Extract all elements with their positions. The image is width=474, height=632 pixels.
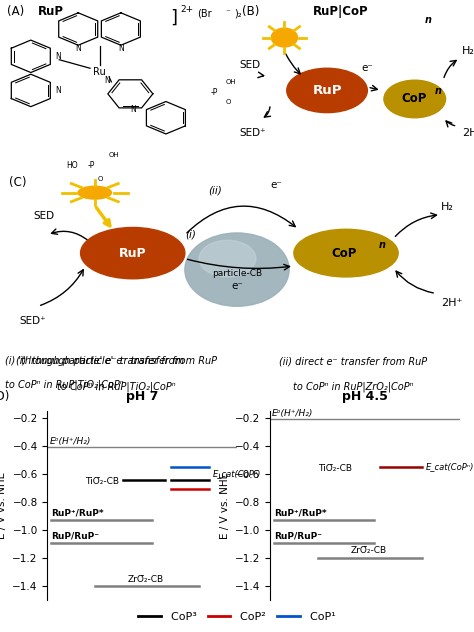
Text: O: O — [97, 176, 102, 182]
Text: Eᵒ(H⁺/H₂): Eᵒ(H⁺/H₂) — [49, 437, 91, 446]
Text: Eᵒ(H⁺/H₂): Eᵒ(H⁺/H₂) — [272, 409, 313, 418]
Text: (ii) direct e⁻ transfer from RuP: (ii) direct e⁻ transfer from RuP — [279, 356, 427, 367]
Ellipse shape — [185, 233, 289, 307]
Text: RuP/RuP⁻: RuP/RuP⁻ — [51, 531, 99, 540]
Text: ZrO̅₂-CB: ZrO̅₂-CB — [351, 547, 387, 556]
Text: RuP: RuP — [312, 84, 342, 97]
Text: to CoPⁿ in RuP|TiO₂|CoPⁿ: to CoPⁿ in RuP|TiO₂|CoPⁿ — [57, 382, 175, 392]
Text: HO: HO — [66, 161, 78, 170]
Text: -P: -P — [88, 161, 95, 170]
Text: SED⁺: SED⁺ — [239, 128, 266, 138]
Text: Ru: Ru — [93, 66, 106, 76]
Text: H₂: H₂ — [441, 202, 454, 212]
Text: (Br: (Br — [197, 9, 211, 18]
Y-axis label: E / V vs. NHE: E / V vs. NHE — [0, 472, 7, 539]
Text: )₂: )₂ — [235, 9, 242, 18]
Ellipse shape — [384, 80, 446, 118]
Text: ZrO̅₂-CB: ZrO̅₂-CB — [128, 574, 164, 583]
Text: (D): (D) — [0, 390, 9, 403]
Text: O: O — [225, 99, 230, 106]
Text: pH 4.5: pH 4.5 — [342, 390, 388, 403]
Text: N: N — [104, 76, 109, 85]
Text: TiO̅₂-CB: TiO̅₂-CB — [85, 477, 119, 485]
Text: SED: SED — [239, 60, 261, 70]
Text: RuP⁺/RuP*: RuP⁺/RuP* — [274, 509, 327, 518]
Text: N: N — [118, 44, 124, 53]
Text: N: N — [55, 86, 61, 95]
Text: SED: SED — [33, 212, 55, 221]
Text: H₂: H₂ — [462, 46, 474, 56]
Text: SED⁺: SED⁺ — [19, 316, 46, 326]
Text: RuP: RuP — [119, 246, 146, 260]
Text: N: N — [75, 44, 81, 53]
Text: n: n — [424, 15, 431, 25]
Ellipse shape — [81, 228, 185, 279]
Y-axis label: E / V vs. NHE: E / V vs. NHE — [219, 472, 229, 539]
Circle shape — [78, 186, 111, 199]
Text: TiO̅₂-CB: TiO̅₂-CB — [318, 464, 352, 473]
Text: (C): (C) — [9, 176, 27, 189]
Text: (i) 'through particle' e⁻ transfer from 
to CoPⁿ in RuP|TiO₂|CoPⁿ: (i) 'through particle' e⁻ transfer from … — [5, 356, 187, 379]
Text: particle-CB: particle-CB — [212, 269, 262, 278]
Text: n: n — [435, 87, 442, 96]
Text: 2H⁺: 2H⁺ — [441, 298, 462, 308]
Text: E̅_cat(CoPⁿ): E̅_cat(CoPⁿ) — [212, 469, 261, 478]
Text: -P: -P — [211, 88, 219, 97]
Text: to CoPⁿ in RuP|TiO₂|CoPⁿ: to CoPⁿ in RuP|TiO₂|CoPⁿ — [5, 379, 123, 390]
Text: 2+: 2+ — [180, 5, 193, 14]
Text: (B): (B) — [242, 5, 259, 18]
Text: N: N — [130, 105, 136, 114]
Text: to CoPⁿ in RuP|ZrO₂|CoPⁿ: to CoPⁿ in RuP|ZrO₂|CoPⁿ — [293, 382, 413, 392]
Text: OH: OH — [109, 152, 119, 158]
Text: e⁻: e⁻ — [270, 180, 282, 190]
Text: 2H⁺: 2H⁺ — [462, 128, 474, 138]
Text: E̅_cat(CoPⁿ): E̅_cat(CoPⁿ) — [426, 463, 474, 471]
Ellipse shape — [294, 229, 398, 277]
Ellipse shape — [287, 68, 367, 112]
Text: RuP/RuP⁻: RuP/RuP⁻ — [274, 531, 322, 540]
Text: pH 7: pH 7 — [126, 390, 158, 403]
Text: (ii): (ii) — [209, 186, 222, 196]
Circle shape — [271, 28, 298, 47]
Text: (i): (i) — [185, 230, 196, 240]
Text: OH: OH — [225, 79, 236, 85]
Text: RuP: RuP — [38, 5, 64, 18]
Text: (i) 'through particle' e⁻ transfer from RuP: (i) 'through particle' e⁻ transfer from … — [16, 356, 217, 367]
Text: n: n — [379, 240, 386, 250]
Ellipse shape — [199, 240, 256, 277]
Text: ]: ] — [171, 9, 178, 27]
Text: ⁻: ⁻ — [225, 9, 230, 18]
Text: RuP⁺/RuP*: RuP⁺/RuP* — [51, 509, 104, 518]
Text: RuP|CoP: RuP|CoP — [313, 5, 368, 18]
Text: CoP: CoP — [331, 246, 357, 260]
Text: e⁻: e⁻ — [361, 63, 374, 73]
Text: (i) 'through particle' e⁻ transfer from: (i) 'through particle' e⁻ transfer from — [5, 356, 187, 367]
Text: e⁻: e⁻ — [231, 281, 243, 291]
Text: CoP: CoP — [401, 92, 427, 106]
Text: N: N — [55, 52, 61, 61]
Legend:   CoP³,   CoP²,   CoP¹: CoP³, CoP², CoP¹ — [134, 607, 340, 626]
Text: (A): (A) — [7, 5, 24, 18]
